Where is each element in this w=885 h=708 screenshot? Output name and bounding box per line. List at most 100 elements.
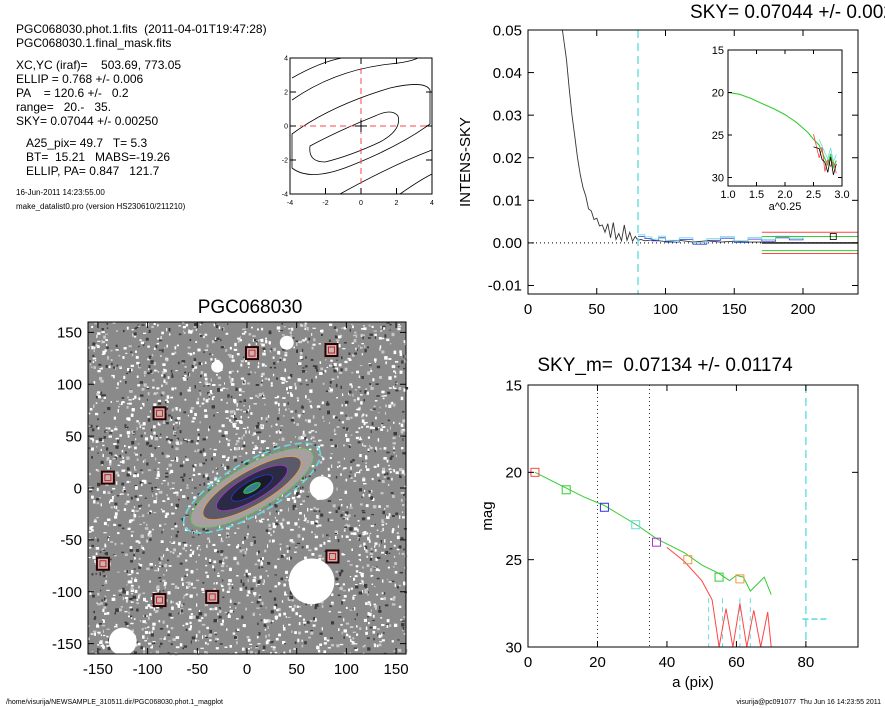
image-pixel [119, 434, 122, 437]
image-pixel [141, 483, 143, 487]
sky-ylabel: INTENS-SKY [457, 117, 474, 207]
image-pixel [104, 543, 106, 547]
image-pixel [379, 345, 382, 349]
image-pixel [193, 364, 195, 366]
image-pixel [212, 470, 214, 473]
image-pixel [227, 583, 231, 586]
image-pixel [169, 439, 173, 442]
image-pixel [104, 552, 106, 555]
image-pixel [109, 452, 113, 454]
image-pixel [171, 487, 175, 490]
image-pixel [381, 551, 385, 554]
image-pixel [112, 322, 116, 324]
image-pixel [134, 495, 138, 498]
image-pixel [245, 569, 248, 573]
image-pixel [337, 594, 341, 596]
image-pixel [101, 624, 106, 627]
image-pixel [214, 640, 217, 643]
image-pixel [291, 607, 295, 612]
image-pixel [260, 557, 263, 560]
info-line-bt: BT= 15.21 MABS=-19.26 [26, 150, 171, 164]
image-pixel [376, 529, 379, 531]
image-pixel [325, 359, 327, 361]
image-noise [88, 322, 409, 657]
image-pixel [278, 613, 282, 617]
image-pixel [226, 565, 228, 567]
image-pixel [243, 573, 246, 576]
image-pixel [149, 538, 152, 541]
mag-plot-title: SKY_m= 0.07134 +/- 0.01174 [537, 355, 793, 376]
inset-xtick-label: 2.0 [777, 189, 792, 201]
image-pixel [174, 525, 178, 528]
image-pixel [388, 581, 392, 583]
image-pixel [369, 603, 372, 607]
image-pixel [215, 647, 219, 650]
image-pixel [182, 322, 185, 324]
image-pixel [117, 439, 120, 442]
image-pixel [277, 653, 281, 657]
image-pixel [173, 434, 177, 436]
image-pixel [186, 585, 191, 588]
image-pixel [151, 325, 154, 328]
image-pixel [95, 344, 98, 348]
image-pixel [230, 414, 232, 416]
image-pixel [165, 599, 168, 603]
image-pixel [127, 493, 129, 496]
image-pixel [296, 423, 299, 426]
image-pixel [122, 455, 124, 459]
image-pixel [304, 327, 306, 330]
image-pixel [391, 580, 395, 583]
image-pixel [146, 567, 150, 571]
masked-star-inner [104, 474, 112, 482]
image-pixel [205, 564, 208, 567]
image-pixel [115, 426, 117, 428]
image-pixel [157, 467, 160, 470]
image-pixel [292, 504, 296, 508]
image-pixel [114, 612, 116, 615]
image-pixel [139, 424, 143, 426]
image-pixel [209, 390, 212, 394]
image-pixel [106, 457, 109, 461]
image-pixel [174, 419, 178, 421]
image-pixel [158, 490, 163, 494]
image-pixel [95, 552, 98, 555]
image-pixel [375, 568, 379, 571]
image-pixel [364, 489, 366, 492]
image-xtick-label: 50 [288, 661, 305, 678]
image-pixel [157, 402, 162, 405]
image-pixel [105, 552, 108, 556]
image-pixel [227, 394, 230, 398]
image-pixel [242, 332, 246, 335]
image-pixel [133, 551, 135, 555]
contour-xtick-label: -4 [287, 200, 293, 207]
image-pixel [175, 407, 178, 411]
image-pixel [167, 559, 169, 562]
image-pixel [366, 603, 370, 605]
image-pixel [133, 506, 136, 508]
image-pixel [278, 429, 281, 433]
image-pixel [348, 539, 351, 541]
image-pixel [202, 591, 205, 593]
image-pixel [123, 329, 125, 333]
image-pixel [319, 461, 323, 464]
image-pixel [97, 370, 101, 373]
contour-lines [291, 57, 433, 195]
image-pixel [376, 395, 380, 397]
image-pixel [193, 531, 195, 534]
image-pixel [91, 325, 94, 328]
image-pixel [207, 477, 210, 481]
image-pixel [357, 397, 360, 401]
image-pixel [245, 462, 249, 465]
image-pixel [365, 626, 368, 630]
image-pixel [316, 369, 319, 372]
image-pixel [338, 628, 340, 631]
image-pixel [212, 543, 216, 546]
image-pixel [368, 494, 371, 497]
image-pixel [230, 415, 234, 417]
image-pixel [131, 577, 133, 580]
image-pixel [350, 434, 353, 436]
image-pixel [338, 616, 342, 618]
image-pixel [352, 325, 354, 329]
image-pixel [238, 394, 242, 396]
image-pixel [351, 323, 353, 326]
